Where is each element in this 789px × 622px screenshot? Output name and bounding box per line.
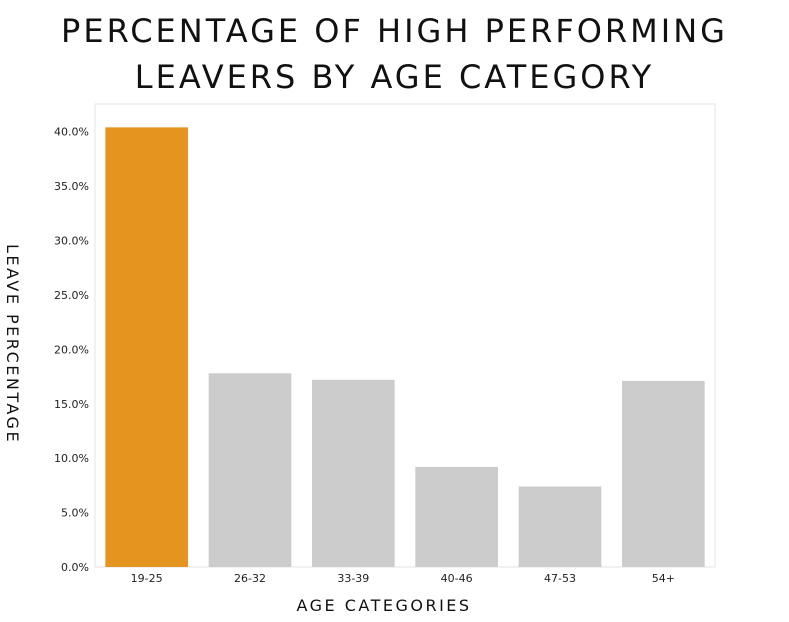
x-tick-label: 40-46: [441, 572, 473, 585]
x-axis-ticks: 19-25 26-32 33-39 40-46 47-53 54+: [131, 572, 675, 585]
chart-title-line-1: PERCENTAGE OF HIGH PERFORMING: [61, 12, 728, 50]
y-tick-label: 20.0%: [54, 343, 89, 356]
y-tick-label: 10.0%: [54, 452, 89, 465]
y-tick-label: 35.0%: [54, 180, 89, 193]
x-tick-label: 26-32: [234, 572, 266, 585]
x-tick-label: 47-53: [544, 572, 576, 585]
bar-26-32: [208, 373, 292, 567]
y-axis-label: LEAVE PERCENTAGE: [3, 244, 22, 444]
y-tick-label: 15.0%: [54, 398, 89, 411]
bars-group: [105, 127, 705, 568]
chart-title-line-2: LEAVERS BY AGE CATEGORY: [134, 58, 655, 96]
y-tick-label: 30.0%: [54, 235, 89, 248]
x-axis-label: AGE CATEGORIES: [296, 596, 471, 615]
y-tick-label: 0.0%: [61, 561, 89, 574]
bar-47-53: [518, 486, 602, 567]
bar-54+: [622, 380, 705, 567]
bar-40-46: [415, 466, 498, 567]
x-tick-label: 33-39: [337, 572, 369, 585]
x-tick-label: 19-25: [131, 572, 163, 585]
chart-title: PERCENTAGE OF HIGH PERFORMING LEAVERS BY…: [0, 8, 789, 100]
y-tick-label: 5.0%: [61, 507, 89, 520]
x-tick-label: 54+: [652, 572, 675, 585]
bar-19-25: [105, 127, 188, 568]
y-tick-label: 40.0%: [54, 126, 89, 139]
y-axis-ticks: 0.0% 5.0% 10.0% 15.0% 20.0% 25.0% 30.0% 35.0% 40…: [54, 126, 89, 574]
plot-frame: [94, 103, 716, 568]
y-tick-label: 25.0%: [54, 289, 89, 302]
bar-33-39: [312, 379, 395, 567]
